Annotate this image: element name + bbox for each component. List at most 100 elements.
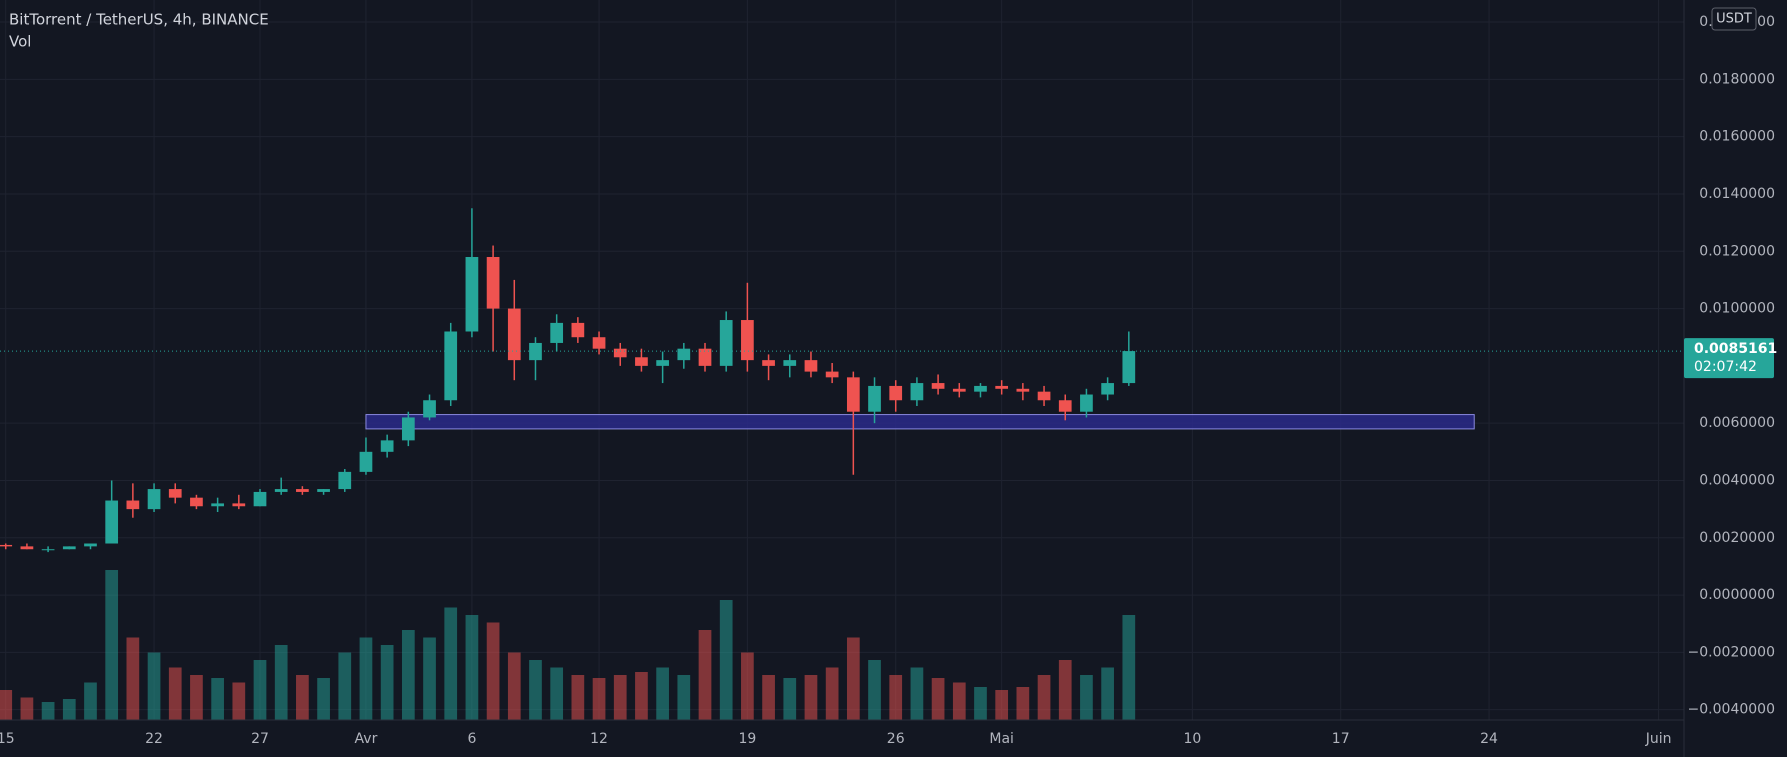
candle-body xyxy=(147,489,161,510)
candle-body xyxy=(571,322,585,338)
volume-bar xyxy=(974,687,987,720)
currency-badge[interactable] xyxy=(1711,7,1757,31)
candle-body xyxy=(211,503,224,507)
candle-body xyxy=(592,337,606,349)
candle-body xyxy=(465,256,479,332)
volume-bar xyxy=(804,675,818,720)
candle-body xyxy=(698,348,712,366)
x-tick-label: 17 xyxy=(1332,731,1350,747)
volume-bar xyxy=(1016,687,1030,720)
volume-bar xyxy=(592,678,606,720)
candle-body xyxy=(529,342,542,361)
volume-bar xyxy=(1122,615,1136,720)
x-tick-label: Mai xyxy=(989,731,1014,747)
x-tick-label: 10 xyxy=(1183,731,1201,747)
x-tick-label: Avr xyxy=(355,731,378,747)
candle-body xyxy=(380,440,394,452)
last-price-badge xyxy=(1684,338,1774,379)
volume-bar xyxy=(762,675,775,720)
volume-bar xyxy=(41,702,55,720)
volume-bar xyxy=(147,652,161,720)
candle-body xyxy=(1122,351,1136,384)
y-tick-label: 0.0160000 xyxy=(1699,129,1775,145)
volume-bar xyxy=(126,637,140,720)
candle-body xyxy=(126,500,140,510)
x-tick-label: Juin xyxy=(1645,731,1672,747)
volume-bar xyxy=(677,675,691,720)
candle-body xyxy=(995,385,1009,389)
volume-bar xyxy=(635,672,648,720)
volume-bar xyxy=(338,652,352,720)
volume-bar xyxy=(952,682,966,720)
candle-body xyxy=(783,360,797,366)
candle-body xyxy=(741,320,754,361)
volume-bar xyxy=(232,682,246,720)
volume-bar xyxy=(274,645,288,720)
volume-bar xyxy=(105,570,119,720)
candle-body xyxy=(910,383,924,401)
volume-bar xyxy=(571,675,585,720)
volume-bar xyxy=(1101,667,1114,720)
volume-bar xyxy=(995,690,1009,720)
candle-body xyxy=(423,400,436,418)
volume-bar xyxy=(825,667,839,720)
volume-bar xyxy=(698,630,712,720)
candle-body xyxy=(719,320,733,366)
candle-body xyxy=(868,385,881,412)
volume-bar xyxy=(529,660,542,720)
candle-body xyxy=(486,256,500,309)
candle-body xyxy=(41,549,55,551)
candle-body xyxy=(825,371,839,378)
volume-bar xyxy=(889,675,903,720)
candle-body xyxy=(338,471,352,490)
volume-bar xyxy=(253,660,267,720)
y-tick-label: 0.0120000 xyxy=(1699,243,1775,259)
grid xyxy=(0,0,1684,720)
volume-bar xyxy=(1058,660,1072,720)
candle-body xyxy=(1080,394,1093,412)
candle-body xyxy=(952,388,966,392)
candle-body xyxy=(168,489,182,498)
chart-title: BitTorrent / TetherUS, 4h, BINANCE xyxy=(9,11,269,29)
volume-bar xyxy=(465,615,479,720)
volume-bar xyxy=(486,622,500,720)
volume-bar xyxy=(20,697,34,720)
volume-bar xyxy=(84,682,97,720)
volume-bar xyxy=(1037,675,1051,720)
volume-bar xyxy=(317,678,330,720)
candle-body xyxy=(846,377,860,412)
volume-bar xyxy=(62,699,76,720)
candle-body xyxy=(931,383,945,389)
y-tick-label: 0.0000000 xyxy=(1699,587,1775,603)
y-tick-label: 0.0100000 xyxy=(1699,301,1775,317)
countdown: 02:07:42 xyxy=(1694,359,1757,375)
candle-body xyxy=(762,360,775,366)
candle-body xyxy=(317,489,330,492)
candle-body xyxy=(804,360,818,372)
volume-bar xyxy=(613,675,627,720)
candle-body xyxy=(550,322,564,343)
currency-label: USDT xyxy=(1716,12,1752,27)
volume-bar xyxy=(868,660,881,720)
y-tick-label: −0.0040000 xyxy=(1688,702,1775,718)
volume-bar xyxy=(296,675,309,720)
volume-bar xyxy=(444,607,458,720)
volume-bar xyxy=(656,667,669,720)
candle-body xyxy=(1016,388,1030,392)
volume-bar xyxy=(423,637,436,720)
x-tick-label: 26 xyxy=(887,731,905,747)
candle-body xyxy=(84,543,97,547)
y-tick-label: 0.0180000 xyxy=(1699,71,1775,87)
x-tick-label: 6 xyxy=(467,731,476,747)
y-tick-label: 0.0060000 xyxy=(1699,415,1775,431)
volume-bar xyxy=(931,678,945,720)
candle-body xyxy=(0,544,13,547)
candle-body xyxy=(296,489,309,492)
candle-body xyxy=(274,489,288,492)
candle-body xyxy=(613,348,627,358)
candle-body xyxy=(677,348,691,361)
candle-body xyxy=(401,417,415,441)
volume-bar xyxy=(741,652,754,720)
